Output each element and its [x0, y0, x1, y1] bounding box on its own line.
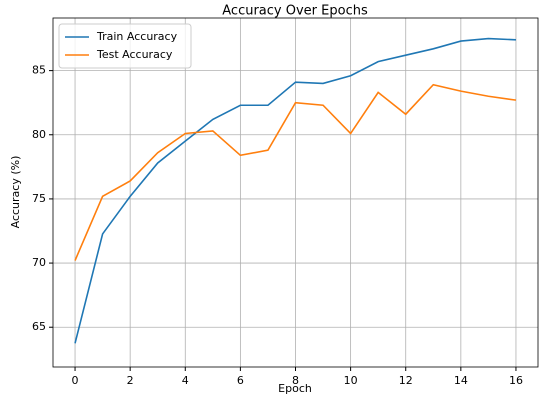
series-line: [74, 83, 517, 261]
y-tick-label: 75: [32, 192, 46, 205]
x-axis-label: Epoch: [278, 382, 312, 395]
y-tick-label: 80: [32, 128, 46, 141]
y-tick-label: 70: [32, 256, 46, 269]
x-tick-label: 0: [72, 374, 79, 387]
y-axis-label: Accuracy (%): [9, 156, 22, 229]
x-tick-label: 16: [509, 374, 523, 387]
legend-box: [58, 23, 192, 69]
y-tick-label: 65: [32, 320, 46, 333]
x-tick-label: 14: [454, 374, 468, 387]
x-tick-label: 10: [344, 374, 358, 387]
y-tick-label: 85: [32, 64, 46, 77]
chart-title: Accuracy Over Epochs: [222, 4, 368, 19]
legend-label: Train Accuracy: [96, 30, 178, 43]
plot-frame: [52, 17, 539, 368]
x-tick-label: 8: [292, 374, 299, 387]
x-tick-label: 4: [182, 374, 189, 387]
x-tick-label: 6: [237, 374, 244, 387]
legend-label: Test Accuracy: [96, 48, 173, 61]
x-tick-label: 12: [399, 374, 413, 387]
series-line: [74, 37, 516, 344]
x-tick-label: 2: [127, 374, 134, 387]
